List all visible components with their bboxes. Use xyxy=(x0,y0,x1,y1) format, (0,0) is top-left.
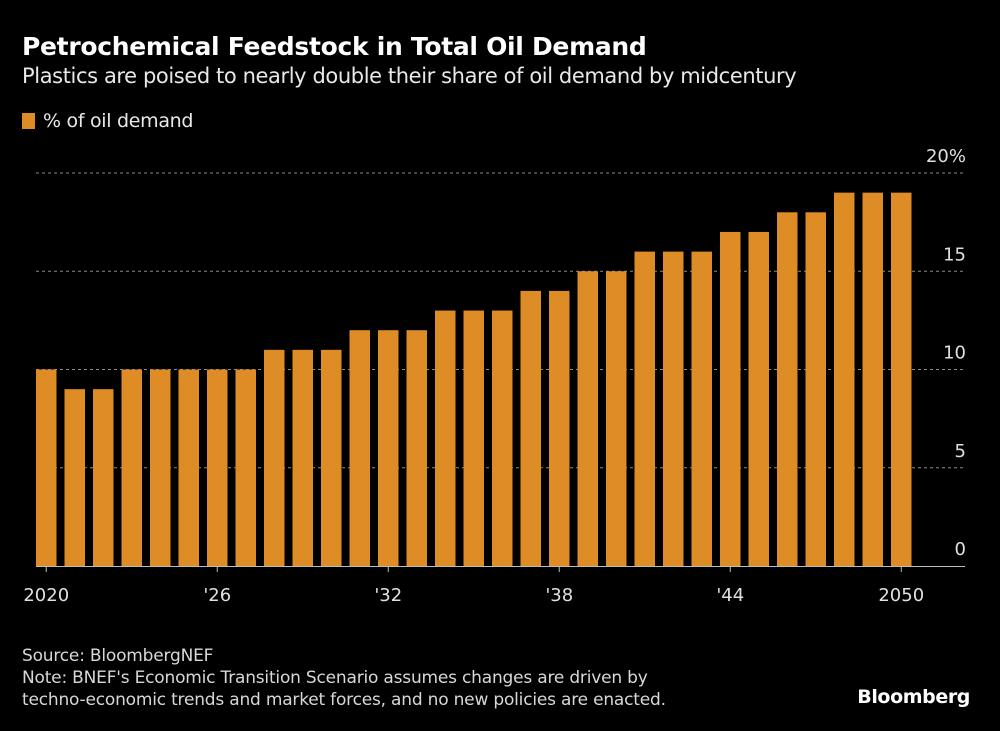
footer: Source: BloombergNEF Note: BNEF's Econom… xyxy=(22,645,666,711)
bar-2023 xyxy=(121,369,142,566)
bar-2036 xyxy=(492,310,513,566)
source-text: Source: BloombergNEF xyxy=(22,646,214,666)
x-tick-label: 2050 xyxy=(878,585,924,606)
chart-title: Petrochemical Feedstock in Total Oil Dem… xyxy=(22,32,647,61)
x-tick-label: 2020 xyxy=(23,585,69,606)
bar-2024 xyxy=(150,369,171,566)
x-tick-label: '44 xyxy=(716,585,744,606)
y-tick-label: 10 xyxy=(943,343,966,364)
bar-2027 xyxy=(235,369,256,566)
bar-2021 xyxy=(64,389,85,566)
note-line-2: techno-economic trends and market forces… xyxy=(22,690,666,710)
bar-2043 xyxy=(691,251,712,566)
bar-2047 xyxy=(805,212,826,567)
bar-2037 xyxy=(520,290,541,566)
bar-2031 xyxy=(349,330,370,566)
x-tick-label: '38 xyxy=(545,585,573,606)
bar-2041 xyxy=(634,251,655,566)
bar-2020 xyxy=(36,369,57,566)
bar-2025 xyxy=(178,369,199,566)
bar-2039 xyxy=(577,271,598,566)
bar-2046 xyxy=(777,212,798,567)
axes: 0 5 10 15 20% 2020 '26 '32 '38 '44 2050 xyxy=(23,146,966,606)
bloomberg-logo: Bloomberg xyxy=(857,686,970,708)
y-tick-label: 5 xyxy=(955,441,966,462)
bar-2026 xyxy=(207,369,228,566)
bar-2033 xyxy=(406,330,427,566)
bar-2049 xyxy=(862,192,883,566)
bar-2035 xyxy=(463,310,484,566)
note-line-1: Note: BNEF's Economic Transition Scenari… xyxy=(22,668,648,688)
bar-2044 xyxy=(720,231,741,566)
bar-2050 xyxy=(891,192,912,566)
bar-2032 xyxy=(378,330,399,566)
bar-2040 xyxy=(606,271,627,566)
bar-2028 xyxy=(264,349,285,566)
legend-swatch xyxy=(22,113,35,129)
bar-2034 xyxy=(435,310,456,566)
x-tick-label: '26 xyxy=(203,585,231,606)
legend: % of oil demand xyxy=(22,110,193,132)
x-tick-label: '32 xyxy=(374,585,402,606)
y-tick-label: 0 xyxy=(955,539,966,560)
y-tick-label: 15 xyxy=(943,244,966,265)
bar-2022 xyxy=(93,389,114,566)
bar-2048 xyxy=(834,192,855,566)
legend-label: % of oil demand xyxy=(43,110,194,132)
y-tick-label: 20% xyxy=(926,146,966,167)
bars xyxy=(36,192,912,567)
chart-subtitle: Plastics are poised to nearly double the… xyxy=(22,64,797,88)
bar-2045 xyxy=(748,231,769,566)
bar-2029 xyxy=(292,349,313,566)
bar-2042 xyxy=(663,251,684,566)
bar-2030 xyxy=(321,349,342,566)
bar-2038 xyxy=(549,290,570,566)
